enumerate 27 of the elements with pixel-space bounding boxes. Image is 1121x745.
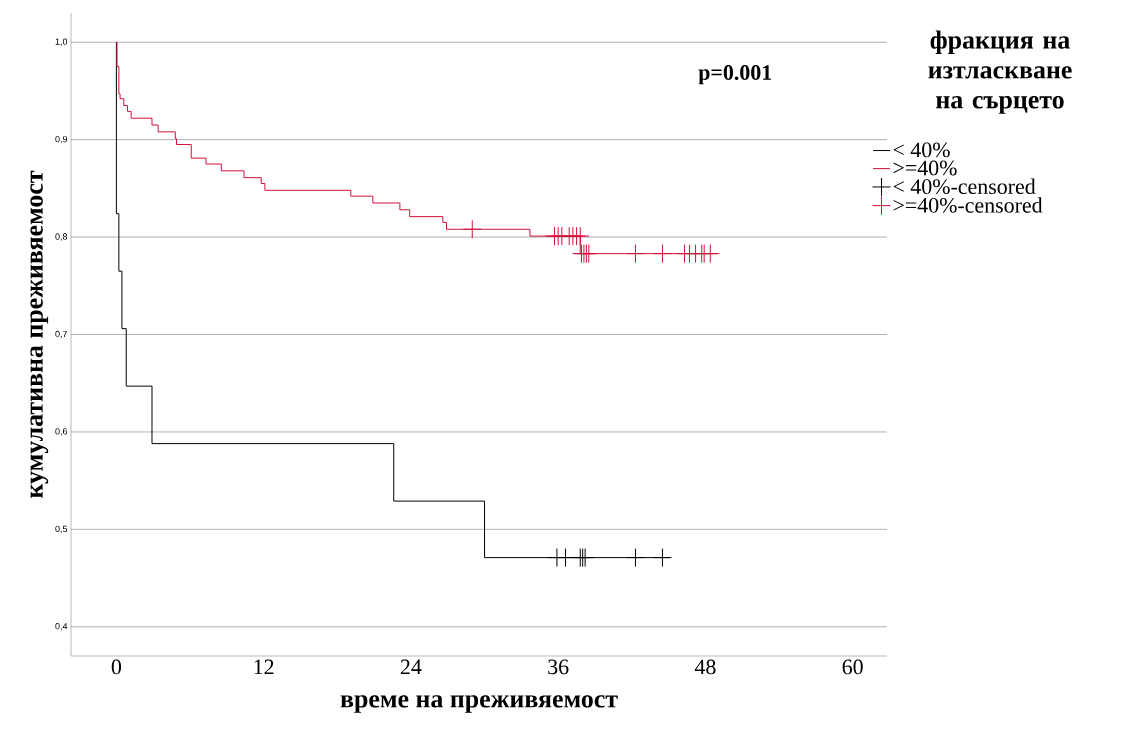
y-tick-label: 0,4 [55,623,68,631]
point [462,219,482,239]
y-tick-label: 0,9 [55,135,68,144]
y-tick-label: 1,0 [55,38,68,46]
y-tick-label: 0,6 [55,428,68,436]
point [700,244,720,264]
x-tick-label: 24 [400,659,422,675]
point [625,548,645,568]
point [652,548,672,568]
point [652,244,672,264]
x-tick-label: 48 [694,659,716,675]
x-tick-label: 60 [842,659,863,675]
x-tick-label: 0 [111,659,122,675]
x-tick-label: 36 [548,659,569,675]
y-tick-label: 0,8 [55,233,68,241]
legend-label: >=40% [893,160,957,176]
y-axis-title: кумулативна преживяемост [30,170,49,498]
y-tick-label: 0,5 [55,525,68,534]
point [625,244,645,264]
legend-label: < 40%-censored [893,178,1036,195]
legend-label: >=40%-censored [893,197,1043,213]
legend-label: < 40% [893,142,950,158]
legend-title: фракция на изтласкване на сърцето [928,30,1072,114]
annotation: p=0.001 [698,65,772,85]
y-tick-label: 0,7 [55,330,68,339]
x-tick-label: 12 [254,659,274,675]
x-axis-title: време на преживяемост [340,695,618,713]
